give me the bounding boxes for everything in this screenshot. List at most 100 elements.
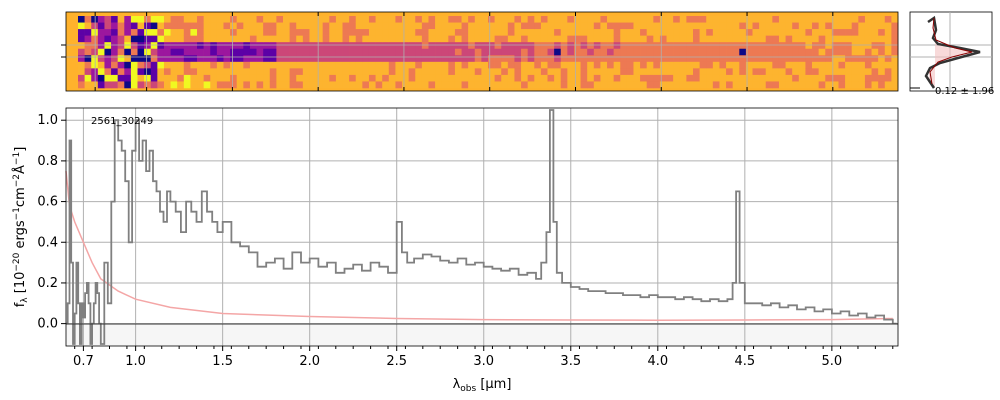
- spectrum-2d-cell: [276, 29, 284, 36]
- spectrum-2d-cell: [428, 55, 436, 63]
- spectrum-2d-cell: [296, 22, 304, 30]
- spectrum-2d-cell: [640, 68, 648, 76]
- spectrum-2d-cell: [408, 68, 416, 76]
- spectrum-2d-cell: [368, 68, 376, 76]
- spectrum-2d-cell: [296, 29, 304, 36]
- spectrum-2d-cell: [732, 42, 740, 50]
- spectrum-2d-cell: [706, 81, 714, 89]
- spectrum-2d-cell: [97, 22, 105, 30]
- spectrum-2d-cell: [521, 74, 528, 82]
- spectrum-2d-cell: [157, 81, 165, 89]
- spectrum-2d-cell: [759, 81, 767, 89]
- spectrum-2d-cell: [573, 55, 581, 63]
- spectrum-2d-cell: [554, 81, 562, 89]
- spectrum-2d-cell: [388, 35, 396, 43]
- spectrum-2d-cell: [91, 16, 99, 23]
- spectrum-2d-cell: [540, 42, 548, 50]
- spectrum-2d-cell: [812, 35, 819, 43]
- spectrum-2d-cell: [547, 48, 555, 56]
- spectrum-2d-cell: [626, 48, 634, 56]
- spectrum-2d-cell: [851, 22, 859, 30]
- spectrum-2d-cell: [210, 16, 218, 23]
- spectrum-2d-cell: [329, 55, 337, 63]
- spectrum-2d-cell: [441, 29, 449, 36]
- spectrum-2d-cell: [554, 35, 562, 43]
- spectrum-2d-cell: [296, 42, 304, 50]
- spectrum-2d-cell: [706, 35, 714, 43]
- spectrum-2d-cell: [534, 74, 542, 82]
- spectrum-2d-cell: [210, 61, 218, 69]
- spectrum-2d-cell: [117, 29, 125, 36]
- spectrum-2d-cell: [507, 29, 515, 36]
- spectrum-2d-cell: [699, 42, 707, 50]
- spectrum-2d-cell: [831, 42, 839, 50]
- spectrum-2d-cell: [130, 68, 138, 76]
- spectrum-2d-cell: [368, 42, 376, 50]
- spectrum-2d-cell: [726, 61, 733, 69]
- spectrum-2d-cell: [395, 48, 403, 56]
- spectrum-2d-cell: [838, 22, 846, 30]
- spectrum-2d-cell: [620, 48, 628, 56]
- spectrum-2d-cell: [362, 16, 370, 23]
- spectrum-2d-cell: [831, 29, 839, 36]
- spectrum-2d-cell: [302, 22, 310, 30]
- spectrum-2d-cell: [421, 48, 429, 56]
- spectrum-2d-cell: [759, 35, 767, 43]
- spectrum-2d-cell: [693, 29, 700, 36]
- spectrum-2d-cell: [163, 55, 171, 63]
- spectrum-2d-cell: [805, 22, 813, 30]
- spectrum-2d-cell: [666, 48, 674, 56]
- spectrum-2d-cell: [633, 81, 641, 89]
- spectrum-2d-cell: [150, 74, 158, 82]
- spectrum-2d-cell: [289, 61, 297, 69]
- spectrum-2d-cell: [673, 16, 681, 23]
- spectrum-2d-cell: [798, 55, 806, 63]
- spectrum-2d-cell: [335, 74, 343, 82]
- spectrum-2d-cell: [441, 35, 449, 43]
- spectrum-2d-cell: [673, 48, 681, 56]
- y-tick-label: 0.4: [37, 235, 58, 250]
- spectrum-2d-cell: [851, 55, 859, 63]
- spectrum-2d-cell: [249, 74, 257, 82]
- spectrum-2d-cell: [739, 74, 747, 82]
- spectrum-2d-cell: [646, 29, 654, 36]
- spectrum-2d-cell: [838, 48, 846, 56]
- spectrum-2d-cell: [580, 55, 588, 63]
- spectrum-2d-cell: [858, 61, 866, 69]
- spectrum-2d-cell: [494, 48, 502, 56]
- spectrum-2d-cell: [355, 35, 363, 43]
- spectrum-2d-cell: [137, 48, 145, 56]
- spectrum-2d-cell: [368, 81, 376, 89]
- spectrum-2d-cell: [263, 35, 271, 43]
- spectrum-2d-cell: [349, 74, 357, 82]
- spectrum-2d-cell: [534, 22, 542, 30]
- spectrum-2d-cell: [163, 16, 171, 23]
- spectrum-2d-cell: [706, 55, 714, 63]
- spectrum-2d-cell: [752, 29, 760, 36]
- spectrum-2d-cell: [580, 81, 588, 89]
- x-axis-label: λobs [μm]: [453, 377, 512, 394]
- spectrum-2d-cell: [104, 48, 112, 56]
- spectrum-2d-cell: [124, 74, 132, 82]
- spectrum-2d-cell: [765, 29, 773, 36]
- spectrum-2d-cell: [745, 29, 753, 36]
- spectrum-2d-cell: [825, 42, 833, 50]
- spectrum-2d-cell: [263, 68, 271, 76]
- spectrum-2d-cell: [243, 61, 251, 69]
- spectrum-2d-cell: [765, 42, 773, 50]
- spectrum-2d-cell: [798, 16, 806, 23]
- spectrum-2d-cell: [653, 16, 661, 23]
- spectrum-2d-cell: [792, 68, 800, 76]
- spectrum-2d-cell: [395, 74, 403, 82]
- spectrum-2d-cell: [117, 61, 125, 69]
- spectrum-2d-cell: [309, 42, 317, 50]
- spectrum-2d-cell: [640, 35, 648, 43]
- spectrum-2d-cell: [382, 55, 390, 63]
- spectrum-2d-cell: [501, 22, 509, 30]
- spectrum-2d-cell: [851, 35, 859, 43]
- spectrum-2d-cell: [514, 55, 522, 63]
- spectrum-2d-cell: [732, 22, 740, 30]
- spectrum-2d-cell: [474, 16, 482, 23]
- spectrum-2d-cell: [858, 35, 866, 43]
- spectrum-2d-cell: [388, 81, 396, 89]
